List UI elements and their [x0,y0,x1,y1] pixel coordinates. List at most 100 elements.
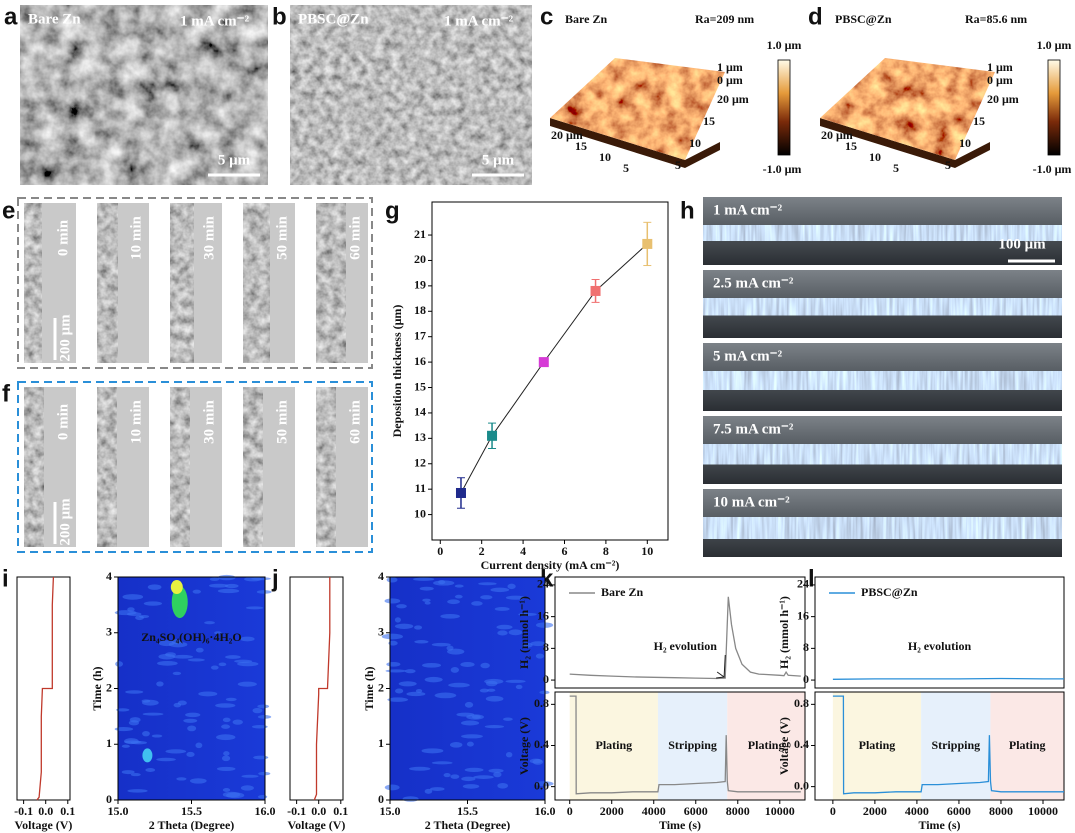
sem-image [290,5,532,185]
map-streak [225,697,237,702]
map-streak [216,766,236,771]
map-streak [398,681,417,687]
map-streak [217,588,240,594]
zinc-layer [170,387,190,547]
map-streak [121,770,135,775]
y-tick-label: 0.0 [794,778,809,792]
map-streak [480,662,490,669]
x-tick-label: 8000 [726,804,750,818]
time-label: 30 min [201,399,217,443]
x-tick-label: 8 [603,544,609,558]
map-streak [172,654,194,659]
x-axis-label: 2 Theta (Degree) [149,818,235,832]
afm-surface [820,58,995,160]
map-streak [496,624,513,630]
phase-region [727,692,805,800]
map-streak [471,714,481,719]
map-streak [381,633,404,640]
z-tick-label: 1 μm [717,60,743,74]
zinc-layer [316,387,336,547]
y-tick-label: 24 [537,577,549,591]
y-tick-label: 3 [106,625,112,639]
zinc-band [703,517,1062,539]
map-streak [450,666,460,673]
map-streak [464,767,484,773]
map-streak [172,671,182,676]
zinc-band [703,444,1062,465]
panel-letter: a [4,3,18,30]
scale-label: 5 μm [482,152,515,168]
map-streak [173,702,182,708]
plot-frame [389,576,546,801]
annotation: H₂ evolution [908,639,972,653]
map-streak [414,625,423,630]
panel-frame [17,381,373,553]
map-streak [387,697,409,702]
region-label: Stripping [668,738,717,752]
annotation-arrow [716,654,726,679]
x-tick-label: 2 [479,544,485,558]
y-axis-label: Time (h) [90,666,104,710]
y-axis-label: Voltage (V) [777,717,791,775]
map-streak [195,742,203,749]
panel-letter: c [540,3,553,30]
map-streak [431,642,451,647]
map-streak [195,647,204,653]
data-line [832,695,1064,795]
map-streak [464,701,474,708]
panel-letter: g [385,197,400,224]
map-streak [431,761,453,765]
map-streak [507,583,516,590]
zinc-band [703,225,1062,241]
x-axis-label: Current density (mA cm⁻²) [481,558,620,572]
x-tick-label: 10000 [765,804,795,818]
map-streak [488,768,504,773]
data-line [313,577,331,801]
y-axis-label: Time (h) [362,666,376,710]
map-streak [424,788,433,794]
map-streak [145,768,156,772]
y-tick-label: 1 [378,736,384,750]
zinc-layer [97,387,117,547]
map-streak [127,789,148,793]
map-streak [529,758,543,764]
plot-frame [16,576,71,801]
y-tick-label: 16 [537,608,549,622]
map-streak [497,630,508,636]
map-streak [216,734,236,741]
scale-label: 5 μm [218,152,251,168]
axis-tick-label: 10 [599,150,611,164]
map-streak [130,741,147,745]
x-tick-label: 4000 [905,804,929,818]
map-streak [385,669,407,673]
x-tick-label: -0.1 [14,804,33,818]
x-tick-label: 4000 [642,804,666,818]
map-streak [471,601,483,606]
y-tick-label: 19 [414,278,426,292]
y-axis-label: Deposition thickness (μm) [390,305,404,438]
map-streak [386,577,398,583]
map-streak [135,615,144,621]
panel-letter: i [2,565,9,592]
time-label: 0 min [55,219,71,256]
map-streak [125,690,144,694]
map-streak [158,640,175,647]
panel-letter: d [808,3,823,30]
data-line [569,695,801,795]
map-streak [424,601,431,605]
map-streak [494,606,510,611]
map-streak [419,586,434,591]
current-label: 1 mA cm⁻² [444,13,514,29]
colorbar-label: 1.0 μm [767,38,802,52]
map-streak [222,788,231,793]
zinc-layer [24,203,42,363]
map-streak [462,784,480,789]
annotation: Zn₄SO₄(OH)₆·4H₂O [141,630,241,644]
y-tick-label: 0 [378,792,384,806]
y-tick-label: 14 [414,405,426,419]
y-tick-label: 16 [797,608,809,622]
map-streak [386,661,401,667]
map-streak [209,583,229,588]
legend-label: Bare Zn [601,585,643,599]
map-streak [414,640,429,644]
